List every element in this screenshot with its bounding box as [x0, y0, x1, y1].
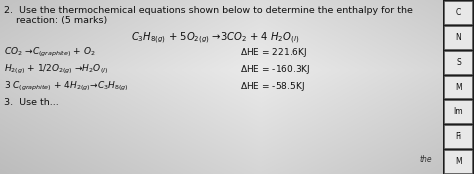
Text: reaction: (5 marks): reaction: (5 marks)	[4, 16, 107, 25]
Text: S: S	[456, 58, 461, 67]
Text: the: the	[419, 155, 432, 164]
Bar	[444, 76, 472, 98]
Bar	[444, 1, 472, 24]
Bar	[444, 100, 472, 123]
Bar	[444, 150, 472, 173]
Text: $\Delta$HE = 221.6KJ: $\Delta$HE = 221.6KJ	[240, 46, 307, 59]
Text: $H_{2(g)}$ + 1/2$O_{2(g)}$ →$H_2O_{(l)}$: $H_{2(g)}$ + 1/2$O_{2(g)}$ →$H_2O_{(l)}$	[4, 63, 108, 76]
Text: 3.  Use th...: 3. Use th...	[4, 98, 59, 107]
Text: N: N	[456, 33, 461, 42]
Text: $C_3H_{8(g)}$ + 5$O_{2(g)}$ →3$CO_2$ + 4 $H_2O_{(l)}$: $C_3H_{8(g)}$ + 5$O_{2(g)}$ →3$CO_2$ + 4…	[131, 31, 299, 46]
Text: M: M	[455, 157, 462, 166]
Text: $CO_2$ →$C_{(graphite)}$ + $O_2$: $CO_2$ →$C_{(graphite)}$ + $O_2$	[4, 46, 96, 59]
Text: C: C	[456, 8, 461, 17]
Bar	[443, 0, 474, 174]
Text: Im: Im	[454, 107, 463, 116]
Text: $\Delta$HE = -160.3KJ: $\Delta$HE = -160.3KJ	[240, 63, 310, 76]
Bar	[444, 125, 472, 148]
Text: 2.  Use the thermochemical equations shown below to determine the enthalpy for t: 2. Use the thermochemical equations show…	[4, 6, 413, 15]
Bar	[444, 26, 472, 49]
Text: Fi: Fi	[456, 132, 462, 141]
Text: 3 $C_{(graphite)}$ + 4$H_{2(g)}$→$C_3H_{8(g)}$: 3 $C_{(graphite)}$ + 4$H_{2(g)}$→$C_3H_{…	[4, 80, 129, 93]
Text: M: M	[455, 82, 462, 92]
Bar	[444, 51, 472, 74]
Text: $\Delta$HE = -58.5KJ: $\Delta$HE = -58.5KJ	[240, 80, 305, 93]
